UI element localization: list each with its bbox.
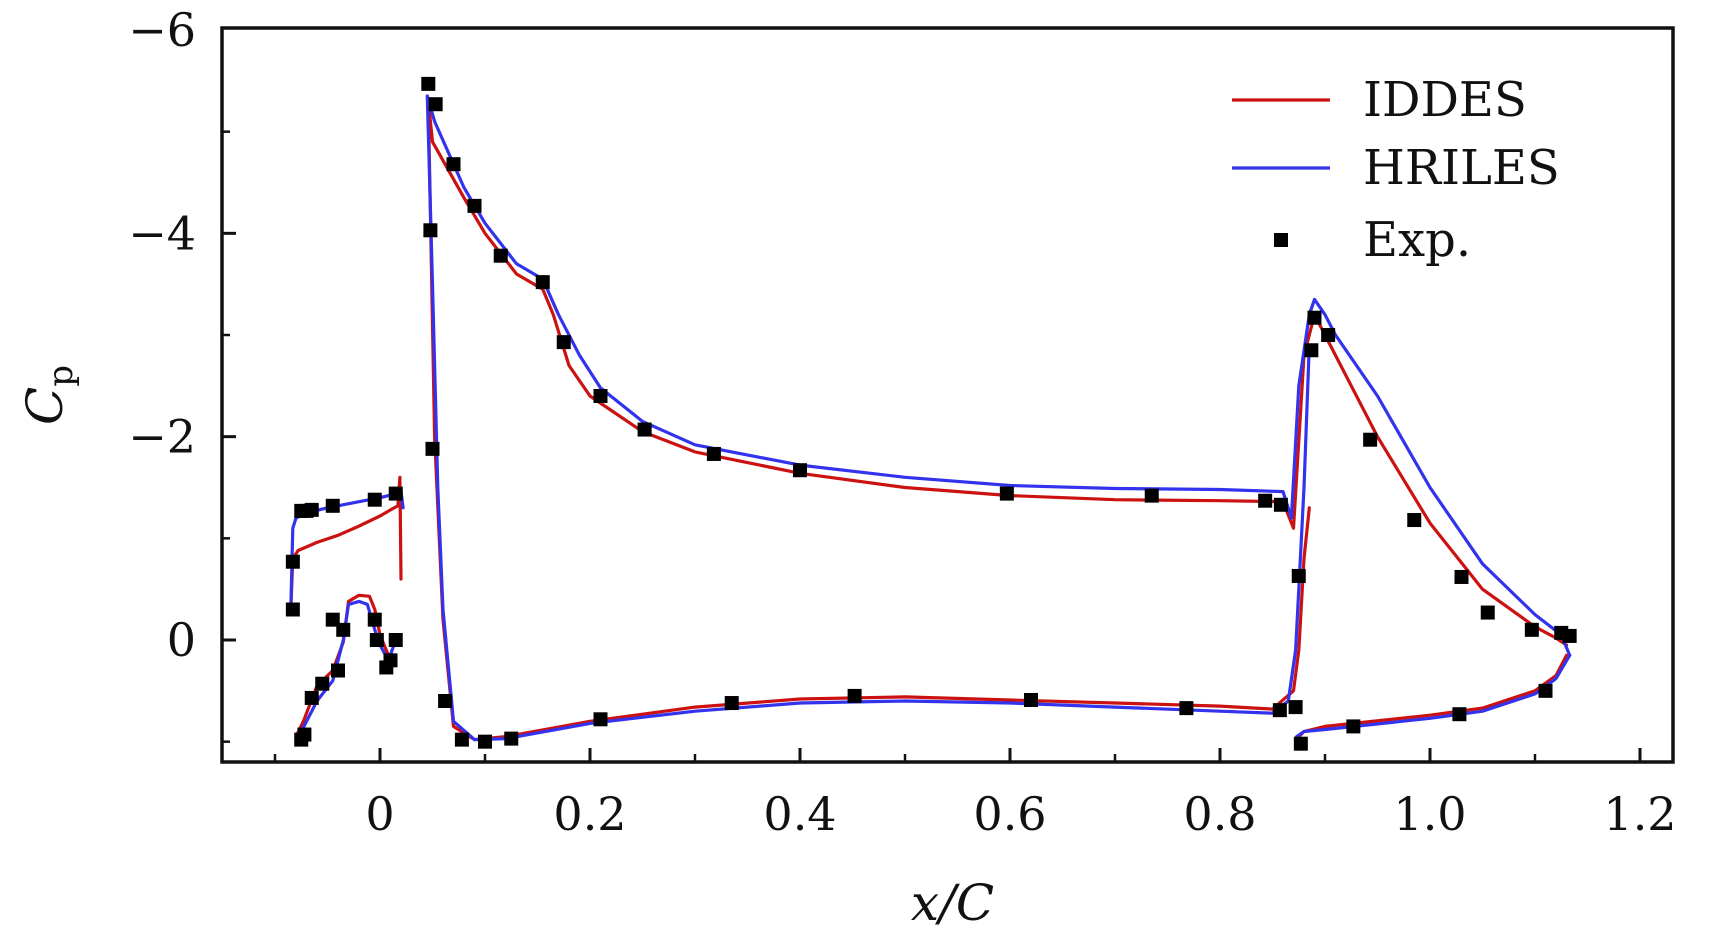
exp-point <box>285 602 300 617</box>
x-tick-label: 1.0 <box>1393 787 1466 841</box>
exp-point <box>535 275 550 290</box>
exp-point <box>493 248 508 263</box>
exp-point <box>369 633 384 647</box>
legend-label: HRILES <box>1363 140 1560 196</box>
exp-point <box>1273 497 1288 512</box>
marker-layer <box>285 76 1577 751</box>
exp-point <box>1272 703 1287 718</box>
x-axis-label: x/C <box>911 874 994 932</box>
exp-point <box>425 441 440 456</box>
y-axis-label: Cp <box>16 365 81 425</box>
exp-point <box>367 492 382 507</box>
legend-label: Exp. <box>1363 212 1471 268</box>
exp-point <box>1288 700 1303 715</box>
exp-point <box>556 335 571 350</box>
exp-point <box>467 198 482 213</box>
exp-point <box>423 223 438 238</box>
exp-point <box>1179 701 1194 716</box>
plot-frame <box>220 26 1675 764</box>
y-axis-label-main: C <box>16 387 74 425</box>
exp-point <box>999 486 1014 501</box>
y-axis-label-group: Cp <box>16 365 81 425</box>
y-axis-label-subscript: p <box>41 365 81 387</box>
exp-point <box>285 554 300 569</box>
x-tick-label: 0 <box>365 787 394 841</box>
exp-point <box>1407 513 1422 528</box>
exp-point <box>1363 432 1378 447</box>
exp-point <box>1304 343 1319 358</box>
x-tick-label: 0.2 <box>553 787 626 841</box>
plot-area <box>285 76 1577 751</box>
exp-point <box>593 389 608 403</box>
exp-point <box>388 486 403 501</box>
legend-label: IDDES <box>1363 72 1527 128</box>
exp-point <box>1291 568 1306 583</box>
exp-point <box>421 76 436 91</box>
exp-point <box>454 732 469 747</box>
exp-point <box>478 734 492 749</box>
exp-point <box>388 633 403 647</box>
iddes-line <box>426 99 1311 742</box>
x-tick-labels: 0 0.2 0.4 0.6 0.8 1.0 1.2 <box>365 787 1676 841</box>
hriles-line <box>425 94 1311 742</box>
exp-point <box>1293 736 1308 751</box>
exp-point <box>504 731 519 746</box>
exp-point <box>1454 569 1469 584</box>
exp-point <box>1524 622 1539 637</box>
exp-point <box>383 653 398 668</box>
exp-point <box>1307 310 1322 325</box>
exp-point <box>331 663 345 678</box>
exp-point <box>1321 328 1336 342</box>
x-tick-label: 1.2 <box>1603 787 1676 841</box>
y-tick-label: 0 <box>167 613 196 667</box>
hriles-line <box>425 94 1572 657</box>
legend-marker-exp <box>1274 233 1288 247</box>
ticks-layer <box>222 130 1642 762</box>
x-tick-label: 0.8 <box>1183 787 1256 841</box>
y-tick-label: −2 <box>128 410 196 464</box>
y-tick-label: −6 <box>128 3 196 57</box>
exp-point <box>367 612 382 627</box>
exp-point <box>304 690 319 705</box>
exp-point <box>438 694 453 708</box>
exp-point <box>336 622 351 637</box>
exp-point <box>428 97 443 112</box>
exp-point <box>315 676 330 691</box>
exp-point <box>1452 707 1467 722</box>
exp-point <box>1538 683 1553 698</box>
exp-point <box>706 446 721 461</box>
exp-point <box>1562 628 1577 643</box>
exp-point <box>304 502 319 517</box>
exp-point <box>297 727 312 742</box>
exp-point <box>593 712 608 727</box>
exp-point <box>847 688 862 703</box>
exp-point <box>793 463 807 478</box>
hriles-line <box>294 599 398 739</box>
legend: IDDES HRILES Exp. <box>1232 72 1560 268</box>
exp-point <box>1144 488 1159 503</box>
x-tick-label: 0.4 <box>763 787 836 841</box>
exp-point <box>637 422 652 437</box>
exp-point <box>1480 605 1495 620</box>
x-tick-label: 0.6 <box>973 787 1046 841</box>
exp-point <box>724 696 739 711</box>
exp-point <box>1024 692 1038 707</box>
exp-point <box>325 498 340 513</box>
exp-point <box>1258 493 1273 508</box>
y-tick-label: −4 <box>128 206 196 260</box>
exp-point <box>446 157 461 172</box>
y-tick-labels: −6 −4 −2 0 <box>128 3 196 667</box>
exp-point <box>1346 719 1361 734</box>
